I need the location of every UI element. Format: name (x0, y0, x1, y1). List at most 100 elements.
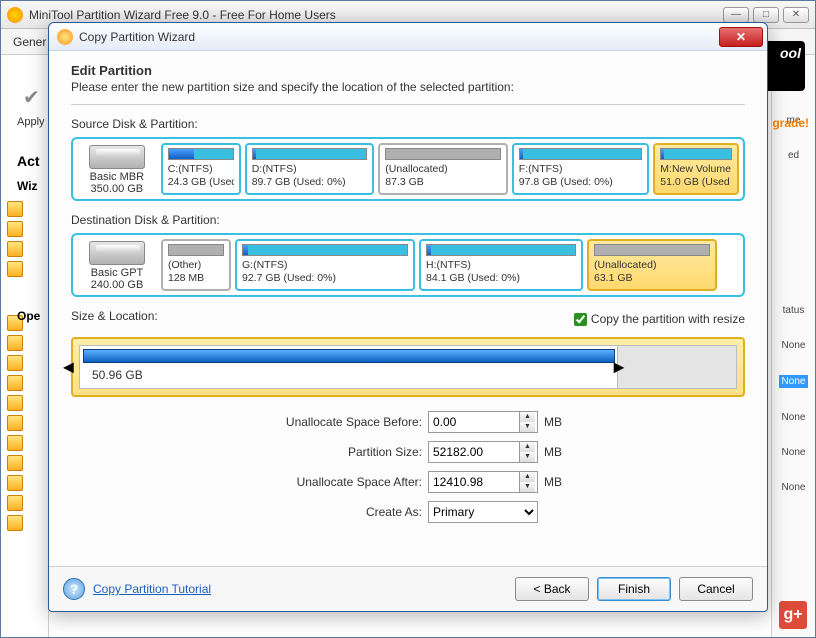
partition-size: 128 MB (168, 272, 224, 285)
minimize-button[interactable]: — (723, 7, 749, 23)
sidebar-icon[interactable] (7, 415, 23, 431)
left-sidebar (1, 55, 49, 637)
partition-bar (168, 148, 234, 160)
partition-label: G:(NTFS) (242, 259, 408, 272)
disk-icon (89, 241, 145, 265)
dialog-close-button[interactable]: ✕ (719, 27, 763, 47)
tutorial-link[interactable]: Copy Partition Tutorial (93, 582, 211, 596)
copy-partition-dialog: Copy Partition Wizard ✕ Edit Partition P… (48, 22, 768, 612)
sidebar-icon[interactable] (7, 515, 23, 531)
app-icon (7, 7, 23, 23)
partition-size: 24.3 GB (Used (168, 176, 234, 189)
sidebar-icon[interactable] (7, 355, 23, 371)
upgrade-label[interactable]: grade! (772, 116, 809, 130)
cancel-button[interactable]: Cancel (679, 577, 753, 601)
sidebar-icon[interactable] (7, 241, 23, 257)
after-input[interactable] (429, 475, 519, 489)
spinner-up-icon[interactable]: ▲ (519, 472, 535, 482)
partition-label: (Other) (168, 259, 224, 272)
partition-label: C:(NTFS) (168, 163, 234, 176)
create-as-select[interactable]: Primary (428, 501, 538, 523)
after-label: Unallocate Space After: (242, 475, 422, 489)
partition-label: M:New Volume (660, 163, 732, 176)
dest-disk-row: Basic GPT 240.00 GB (Other)128 MBG:(NTFS… (71, 233, 745, 297)
partition-size: 84.1 GB (Used: 0%) (426, 272, 576, 285)
before-label: Unallocate Space Before: (242, 415, 422, 429)
finish-button[interactable]: Finish (597, 577, 671, 601)
slider-left-arrow-icon[interactable]: ◀ (63, 359, 74, 376)
partition-size: 87.3 GB (385, 176, 501, 189)
partition[interactable]: (Unallocated)87.3 GB (378, 143, 508, 195)
sidebar-icon[interactable] (7, 435, 23, 451)
source-label: Source Disk & Partition: (71, 117, 745, 131)
source-disk-row: Basic MBR 350.00 GB C:(NTFS)24.3 GB (Use… (71, 137, 745, 201)
size-location-label: Size & Location: (71, 309, 158, 323)
sidebar-icon[interactable] (7, 495, 23, 511)
dest-disk-info[interactable]: Basic GPT 240.00 GB (77, 239, 157, 291)
sidebar-icon[interactable] (7, 335, 23, 351)
apply-label[interactable]: Apply (17, 116, 45, 128)
before-input-wrap: ▲▼ (428, 411, 538, 433)
sidebar-icon[interactable] (7, 261, 23, 277)
slider-right-arrow-icon[interactable]: ▶ (614, 359, 625, 376)
partition-bar (660, 148, 732, 160)
close-main-button[interactable]: ✕ (783, 7, 809, 23)
operations-heading: Ope (17, 309, 40, 323)
partition-size: 97.8 GB (Used: 0%) (519, 176, 643, 189)
size-slider[interactable]: ◀ 50.96 GB ▶ (71, 337, 745, 397)
dialog-icon (57, 29, 73, 45)
size-label: Partition Size: (242, 445, 422, 459)
dest-label: Destination Disk & Partition: (71, 213, 745, 227)
sidebar-icon[interactable] (7, 375, 23, 391)
spinner-down-icon[interactable]: ▼ (519, 422, 535, 432)
after-input-wrap: ▲▼ (428, 471, 538, 493)
size-input[interactable] (429, 445, 519, 459)
before-input[interactable] (429, 415, 519, 429)
partition-size: 63.1 GB (594, 272, 710, 285)
partition-bar (519, 148, 643, 160)
partition-label: (Unallocated) (385, 163, 501, 176)
partition-size: 92.7 GB (Used: 0%) (242, 272, 408, 285)
partition[interactable]: H:(NTFS)84.1 GB (Used: 0%) (419, 239, 583, 291)
partition[interactable]: D:(NTFS)89.7 GB (Used: 0%) (245, 143, 375, 195)
sidebar-icon[interactable] (7, 201, 23, 217)
slider-track[interactable]: 50.96 GB (79, 345, 737, 389)
maximize-button[interactable]: □ (753, 7, 779, 23)
partition[interactable]: (Other)128 MB (161, 239, 231, 291)
gplus-button[interactable]: g+ (779, 601, 807, 629)
main-title: MiniTool Partition Wizard Free 9.0 - Fre… (29, 8, 336, 22)
partition[interactable]: F:(NTFS)97.8 GB (Used: 0%) (512, 143, 650, 195)
sidebar-icon[interactable] (7, 455, 23, 471)
sidebar-icon[interactable] (7, 221, 23, 237)
partition-label: (Unallocated) (594, 259, 710, 272)
partition[interactable]: M:New Volume51.0 GB (Used (653, 143, 739, 195)
wizards-heading: Wiz (17, 179, 38, 193)
help-icon[interactable]: ? (63, 578, 85, 600)
dialog-title: Copy Partition Wizard (79, 30, 195, 44)
dialog-heading: Edit Partition (71, 63, 745, 78)
copy-resize-input[interactable] (574, 313, 587, 326)
partition[interactable]: (Unallocated)63.1 GB (587, 239, 717, 291)
copy-resize-checkbox[interactable]: Copy the partition with resize (574, 312, 745, 326)
divider (71, 104, 745, 105)
slider-size-text: 50.96 GB (92, 368, 143, 382)
spinner-up-icon[interactable]: ▲ (519, 412, 535, 422)
spinner-up-icon[interactable]: ▲ (519, 442, 535, 452)
partition[interactable]: C:(NTFS)24.3 GB (Used (161, 143, 241, 195)
partition-size: 51.0 GB (Used (660, 176, 732, 189)
disk-icon (89, 145, 145, 169)
spinner-down-icon[interactable]: ▼ (519, 482, 535, 492)
sidebar-icon[interactable] (7, 475, 23, 491)
back-button[interactable]: < Back (515, 577, 589, 601)
sidebar-icon[interactable] (7, 395, 23, 411)
dialog-titlebar[interactable]: Copy Partition Wizard ✕ (49, 23, 767, 51)
spinner-down-icon[interactable]: ▼ (519, 452, 535, 462)
size-input-wrap: ▲▼ (428, 441, 538, 463)
source-disk-info[interactable]: Basic MBR 350.00 GB (77, 143, 157, 195)
partition[interactable]: G:(NTFS)92.7 GB (Used: 0%) (235, 239, 415, 291)
partition-bar (168, 244, 224, 256)
partition-label: D:(NTFS) (252, 163, 368, 176)
toolbar-item[interactable]: Gener (13, 35, 46, 49)
apply-check-icon: ✔ (23, 85, 40, 110)
partition-bar (242, 244, 408, 256)
